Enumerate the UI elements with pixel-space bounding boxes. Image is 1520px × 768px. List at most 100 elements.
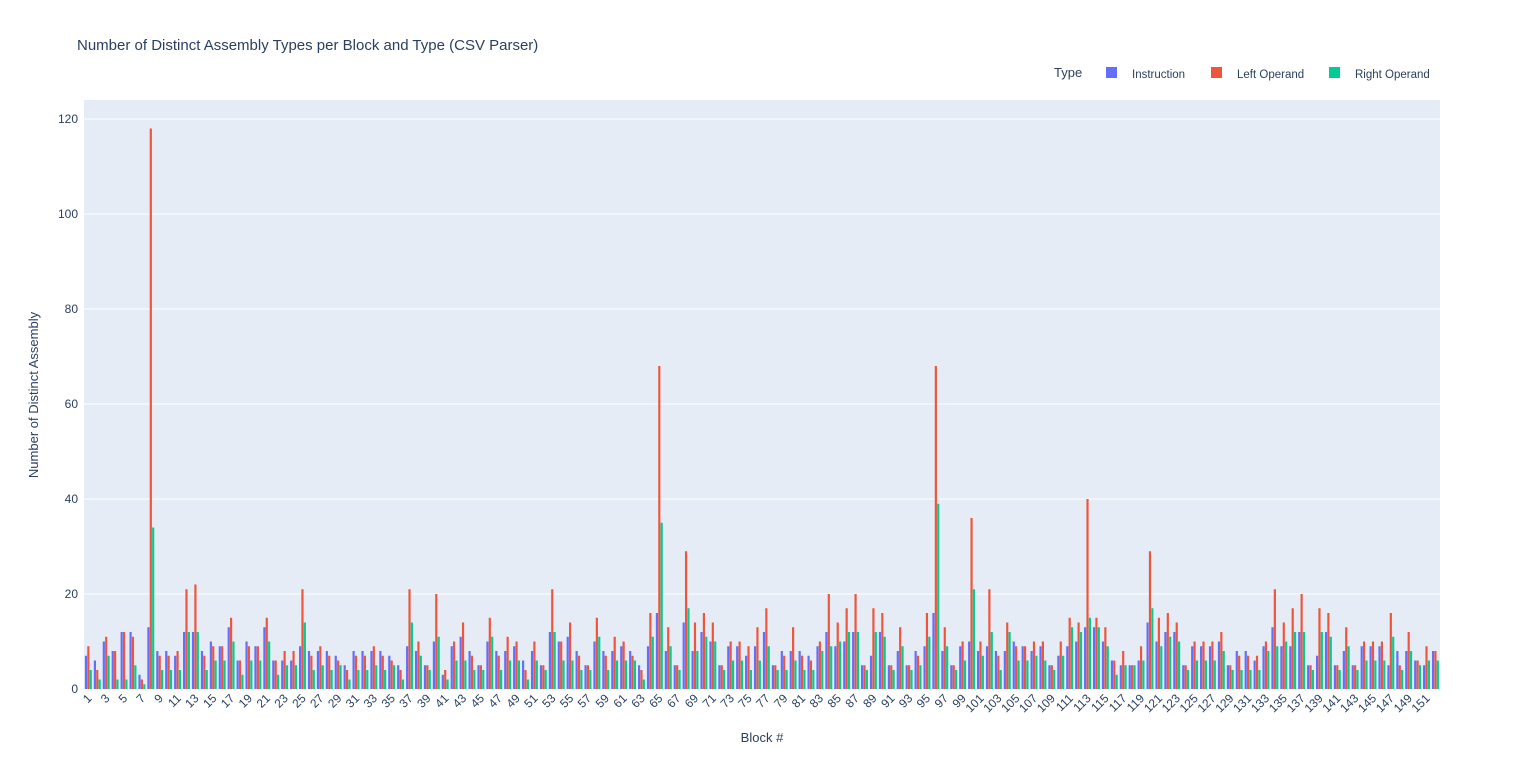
bar-left-operand[interactable] [952,665,955,689]
bar-instruction[interactable] [673,665,676,689]
bar-right-operand[interactable] [1276,646,1279,689]
legend-item-left-operand[interactable]: Left Operand [1211,67,1304,81]
bar-instruction[interactable] [1431,651,1435,689]
bar-right-operand[interactable] [1436,660,1439,690]
bar-instruction[interactable] [780,651,783,689]
bar-left-operand[interactable] [122,632,126,689]
bar-right-operand[interactable] [473,670,476,689]
bar-left-operand[interactable] [1131,665,1134,689]
bar-left-operand[interactable] [925,613,929,689]
bar-right-operand[interactable] [125,679,128,690]
bar-instruction[interactable] [254,646,257,689]
bar-instruction[interactable] [1191,646,1194,689]
bar-right-operand[interactable] [1320,632,1323,689]
bar-instruction[interactable] [843,641,846,690]
bar-right-operand[interactable] [731,660,735,690]
bar-instruction[interactable] [522,660,525,690]
bar-instruction[interactable] [129,632,132,689]
bar-instruction[interactable] [816,646,819,689]
bar-right-operand[interactable] [865,670,868,689]
bar-instruction[interactable] [1333,665,1337,689]
bar-instruction[interactable] [584,665,587,689]
bar-right-operand[interactable] [1088,617,1091,689]
bar-right-operand[interactable] [740,660,744,690]
bar-instruction[interactable] [504,651,507,689]
bar-right-operand[interactable] [642,679,645,690]
bar-instruction[interactable] [1182,665,1185,689]
bar-left-operand[interactable] [87,646,90,689]
bar-left-operand[interactable] [961,641,964,690]
bar-left-operand[interactable] [827,594,830,689]
bar-right-operand[interactable] [517,660,521,690]
bar-instruction[interactable] [111,651,114,689]
bar-right-operand[interactable] [401,679,405,690]
bar-left-operand[interactable] [908,665,911,689]
bar-left-operand[interactable] [1416,660,1419,690]
bar-left-operand[interactable] [676,665,679,689]
bar-left-operand[interactable] [158,655,161,689]
bar-right-operand[interactable] [1409,651,1413,689]
bar-left-operand[interactable] [1059,641,1062,690]
bar-right-operand[interactable] [1035,655,1038,689]
bar-right-operand[interactable] [98,679,101,690]
bar-left-operand[interactable] [1113,660,1116,690]
bar-left-operand[interactable] [265,617,268,689]
bar-left-operand[interactable] [934,366,937,689]
bar-instruction[interactable] [771,665,774,689]
bar-left-operand[interactable] [310,655,313,689]
bar-left-operand[interactable] [1193,641,1196,690]
bar-right-operand[interactable] [116,679,119,690]
bar-right-operand[interactable] [1338,670,1341,689]
bar-left-operand[interactable] [1309,665,1312,689]
bar-right-operand[interactable] [1392,636,1395,689]
bar-instruction[interactable] [994,651,998,689]
bar-left-operand[interactable] [1184,665,1187,689]
bar-instruction[interactable] [1030,651,1033,689]
bar-right-operand[interactable] [187,632,190,689]
bar-right-operand[interactable] [437,636,440,689]
bar-instruction[interactable] [950,665,953,689]
bar-right-operand[interactable] [946,646,949,689]
bar-left-operand[interactable] [1148,551,1152,689]
bar-right-operand[interactable] [901,646,904,689]
bar-instruction[interactable] [1387,665,1390,689]
bar-instruction[interactable] [281,660,284,690]
bar-instruction[interactable] [727,646,730,689]
bar-right-operand[interactable] [544,670,547,689]
bar-instruction[interactable] [593,641,596,690]
bar-instruction[interactable] [156,651,159,689]
bar-instruction[interactable] [664,651,667,689]
bar-instruction[interactable] [1316,655,1319,689]
bar-instruction[interactable] [1423,665,1426,689]
bar-right-operand[interactable] [223,660,226,690]
bar-instruction[interactable] [1226,665,1229,689]
bar-right-operand[interactable] [1106,646,1109,689]
bar-instruction[interactable] [84,655,88,689]
bar-right-operand[interactable] [1427,660,1430,690]
bar-instruction[interactable] [620,646,623,689]
bar-right-operand[interactable] [419,655,422,689]
bar-left-operand[interactable] [1175,622,1178,690]
bar-left-operand[interactable] [551,589,554,689]
bar-instruction[interactable] [1217,641,1221,690]
bar-instruction[interactable] [807,655,810,689]
bar-right-operand[interactable] [812,670,815,689]
bar-right-operand[interactable] [758,660,761,690]
bar-instruction[interactable] [388,655,391,689]
bar-right-operand[interactable] [1151,608,1154,689]
bar-instruction[interactable] [325,651,328,689]
bar-instruction[interactable] [299,646,302,689]
bar-instruction[interactable] [1137,660,1140,690]
bar-right-operand[interactable] [1267,651,1270,689]
bar-instruction[interactable] [414,651,418,689]
bar-left-operand[interactable] [1398,665,1401,689]
bar-left-operand[interactable] [970,518,973,689]
bar-instruction[interactable] [361,651,364,689]
bar-instruction[interactable] [718,665,721,689]
bar-left-operand[interactable] [577,655,581,689]
bar-right-operand[interactable] [1285,641,1288,690]
bar-left-operand[interactable] [479,665,482,689]
bar-left-operand[interactable] [542,665,545,689]
bar-instruction[interactable] [343,665,346,689]
bar-right-operand[interactable] [999,670,1002,689]
